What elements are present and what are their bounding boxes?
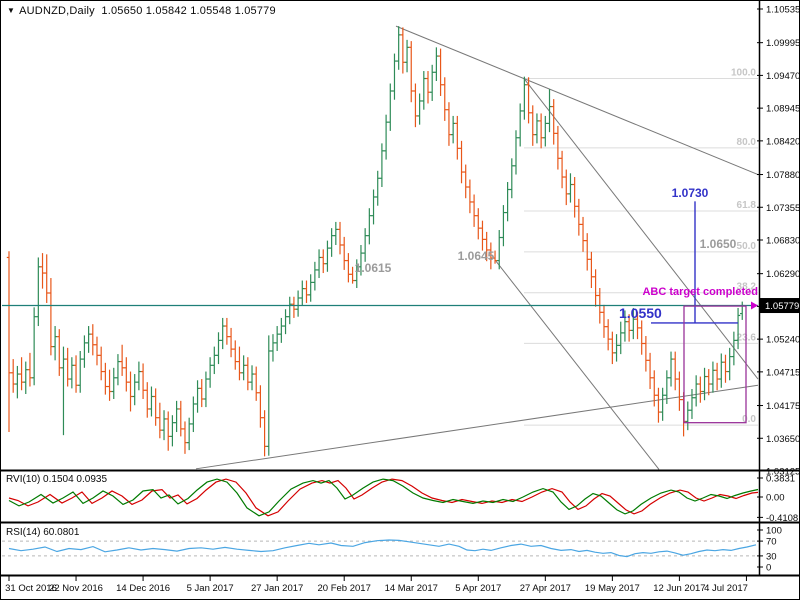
rsi-indicator-label: RSI(14) 60.0801 <box>6 527 80 538</box>
price-tick-label: 1.09995 <box>766 38 800 49</box>
price-tick-label: 1.09470 <box>766 71 800 82</box>
fib-level-label: 80.0 <box>737 137 757 148</box>
chart-title: ▼ AUDNZD,Daily 1.05650 1.05842 1.05548 1.… <box>7 5 276 17</box>
date-tick-label: 20 Feb 2017 <box>318 583 371 594</box>
price-tick-label: 1.07880 <box>766 170 800 181</box>
price-tick-label: 1.08945 <box>766 104 800 115</box>
price-tick-label: 1.07355 <box>766 203 800 214</box>
fib-level-label: 0.0 <box>742 414 756 425</box>
date-tick-label: 14 Dec 2016 <box>116 583 170 594</box>
date-tick-label: 31 Oct 2016 <box>5 583 57 594</box>
price-tick-label: 1.08420 <box>766 136 800 147</box>
date-tick-label: 4 Jul 2017 <box>704 583 748 594</box>
rsi-scale-label: 30 <box>766 551 777 562</box>
trendline-ascending-support[interactable] <box>195 384 759 470</box>
date-tick-label: 14 Mar 2017 <box>385 583 438 594</box>
price-tick-label: 1.10535 <box>766 5 800 16</box>
rsi-scale-label: 100 <box>766 526 782 537</box>
rvi-scale-label: 0.3831 <box>766 473 795 484</box>
panel-frames <box>1 1 799 577</box>
annotation-level-1-0550: 1.0550 <box>619 305 662 321</box>
trendlines[interactable] <box>195 25 759 470</box>
rvi-indicator-label: RVI(10) 0.1504 0.0935 <box>6 474 108 485</box>
annotation-level-1-0615: 1.0615 <box>355 261 392 275</box>
date-tick-label: 12 Jun 2017 <box>653 583 705 594</box>
price-scale: 1.10535 1.09995 1.09470 1.08945 1.08420 1.078… <box>757 1 800 478</box>
trendline-parallel-descending[interactable] <box>495 260 660 470</box>
fibonacci-retracement[interactable]: 100.080.061.850.038.223.60.0 <box>524 68 758 426</box>
rsi-scale-label: 70 <box>766 537 777 548</box>
annotation-level-1-0650: 1.0650 <box>700 237 737 251</box>
rsi-panel <box>2 539 758 558</box>
date-tick-label: 27 Apr 2017 <box>520 583 571 594</box>
symbol-dropdown-icon[interactable]: ▼ <box>7 6 16 15</box>
date-tick-label: 27 Jan 2017 <box>251 583 303 594</box>
price-tick-label: 1.03650 <box>766 434 800 445</box>
fib-level-label: 50.0 <box>737 241 757 252</box>
trendline-steep-descending[interactable] <box>523 78 759 380</box>
quote-ohlc-label: 1.05650 1.05842 1.05548 1.05779 <box>101 5 276 17</box>
rvi-scale-label: 0.00 <box>766 493 785 504</box>
current-price-value: 1.05779 <box>765 301 799 312</box>
fib-level-label: 100.0 <box>731 68 756 79</box>
fib-level-label: 38.2 <box>737 282 757 293</box>
price-tick-label: 1.05240 <box>766 335 800 346</box>
symbol-period-label: AUDNZD,Daily <box>19 5 95 17</box>
date-tick-label: 22 Nov 2016 <box>49 583 103 594</box>
rvi-scale-label: -0.4108 <box>766 513 798 524</box>
rsi-scale-label: 0 <box>766 563 771 574</box>
trendline-upper-descending[interactable] <box>395 25 759 175</box>
chart-annotations: 1.0730 1.0650 1.0615 1.0645 1.0550 ABC target… <box>355 186 758 321</box>
blue-projection-lines[interactable] <box>651 201 738 324</box>
date-tick-label: 5 Jan 2017 <box>187 583 234 594</box>
rvi-curves <box>8 478 759 517</box>
annotation-level-1-0730: 1.0730 <box>672 186 709 200</box>
rvi-main-line <box>8 478 759 517</box>
abc-target-arrow-icon <box>751 301 758 310</box>
consolidation-box[interactable] <box>683 305 747 424</box>
date-tick-label: 19 May 2017 <box>585 583 640 594</box>
price-tick-label: 1.06290 <box>766 269 800 280</box>
rvi-signal-line <box>8 478 759 517</box>
fib-level-label: 61.8 <box>737 200 757 211</box>
price-tick-label: 1.04715 <box>766 367 800 378</box>
price-tick-label: 1.04175 <box>766 401 800 412</box>
annotation-level-1-0645: 1.0645 <box>458 249 495 263</box>
annotation-abc-target: ABC target completed <box>642 286 758 298</box>
price-bars <box>6 26 745 457</box>
price-tick-label: 1.06830 <box>766 236 800 247</box>
rsi-line <box>8 539 757 558</box>
date-tick-label: 5 Apr 2017 <box>455 583 501 594</box>
current-price-badge <box>759 298 799 314</box>
price-tick-label: 1.03125 <box>766 467 800 478</box>
